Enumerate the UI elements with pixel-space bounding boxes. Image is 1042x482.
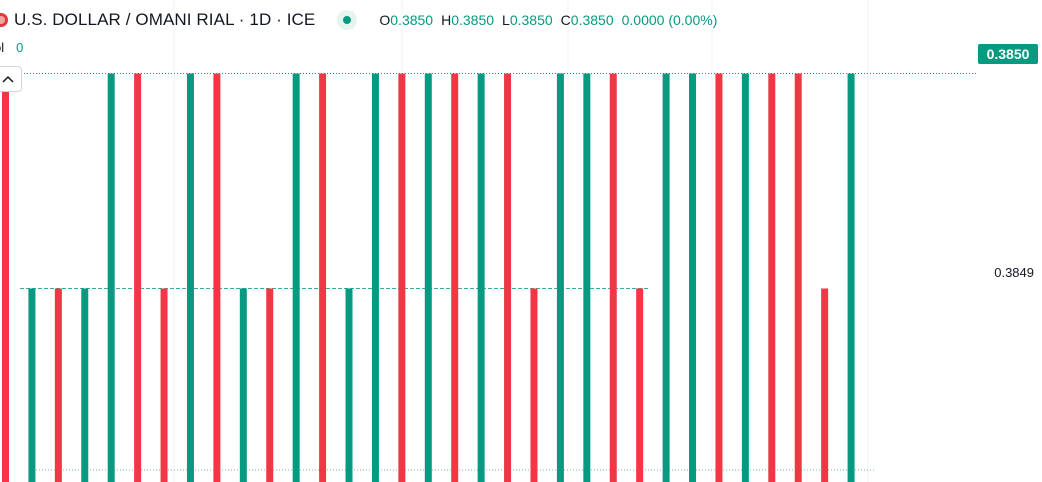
high-value: 0.3850	[451, 12, 495, 28]
price-bar	[556, 73, 564, 482]
price-bar	[821, 288, 829, 482]
price-bar	[794, 73, 802, 482]
price-bar	[213, 73, 221, 482]
price-bar	[54, 288, 62, 482]
low-value: 0.3850	[509, 12, 553, 28]
price-bar	[636, 288, 644, 482]
price-bar	[609, 73, 617, 482]
price-bar	[451, 73, 459, 482]
price-bar	[504, 73, 512, 482]
change-value: 0.0000 (0.00%)	[621, 12, 718, 28]
price-bar	[689, 73, 697, 482]
high-key: H	[441, 12, 452, 28]
price-bar	[847, 73, 855, 482]
price-bar	[266, 288, 274, 482]
price-bar	[134, 73, 142, 482]
current-price-label: 0.3850	[978, 44, 1038, 64]
price-bar	[186, 73, 194, 482]
volume-value: 0	[16, 40, 24, 55]
price-bar	[662, 73, 670, 482]
price-bar	[398, 73, 406, 482]
price-bar	[424, 73, 432, 482]
volume-legend: ol 0	[0, 40, 23, 55]
price-bar	[741, 73, 749, 482]
close-key: C	[560, 12, 571, 28]
symbol-title[interactable]: U.S. DOLLAR / OMANI RIAL · 1D · ICE	[14, 10, 316, 29]
low-key: L	[502, 12, 510, 28]
price-bar	[107, 73, 115, 482]
market-status-icon[interactable]	[337, 10, 358, 30]
currency-flag-icon	[0, 13, 8, 27]
price-bar	[345, 288, 353, 482]
chevron-up-icon	[2, 75, 14, 83]
open-key: O	[379, 12, 391, 28]
price-bar	[371, 73, 379, 482]
price-bar	[583, 73, 591, 482]
open-value: 0.3850	[390, 12, 434, 28]
volume-label: ol	[0, 40, 5, 55]
price-bar	[81, 288, 89, 482]
price-axis-tick: 0.3849	[994, 265, 1034, 280]
price-bar	[530, 288, 538, 482]
price-bar	[28, 288, 36, 482]
price-bar	[292, 73, 300, 482]
price-bar	[2, 73, 9, 482]
price-bar	[319, 73, 327, 482]
price-bar	[477, 73, 485, 482]
price-bar	[715, 73, 723, 482]
close-value: 0.3850	[570, 12, 614, 28]
collapse-legend-button[interactable]	[0, 66, 22, 92]
price-bar	[239, 288, 247, 482]
ohlc-values: O 0.3850 H 0.3850 L 0.3850 C 0.3850 0.0000 (…	[371, 12, 717, 28]
price-bar	[768, 73, 776, 482]
chart-legend: U.S. DOLLAR / OMANI RIAL · 1D · ICE O 0.3…	[0, 8, 717, 32]
price-bar	[160, 288, 168, 482]
